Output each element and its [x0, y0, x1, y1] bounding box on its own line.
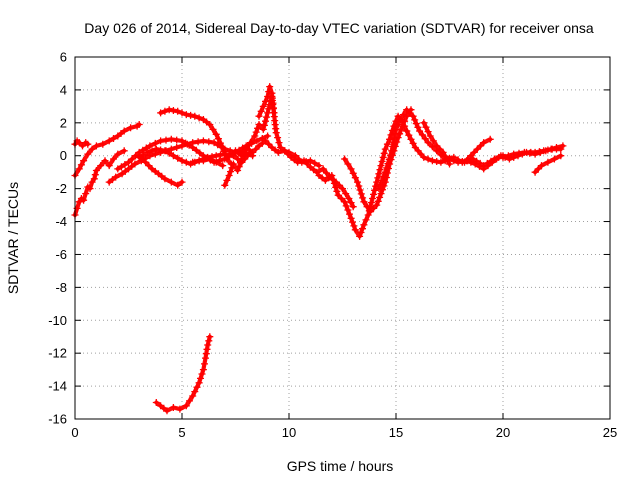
series-markers — [157, 106, 235, 168]
y-tick-label: 2 — [60, 115, 67, 130]
series-markers — [499, 142, 567, 161]
series-arc-19 — [499, 142, 567, 161]
plus-marker — [135, 152, 186, 189]
plus-marker — [531, 152, 565, 176]
plus-marker — [461, 135, 494, 166]
series-markers — [189, 155, 227, 170]
series-arc-2 — [71, 121, 143, 179]
plus-marker — [315, 112, 411, 240]
y-tick-label: -8 — [55, 280, 67, 295]
series-arc-9 — [189, 155, 227, 170]
y-tick-label: -10 — [48, 313, 67, 328]
plus-marker — [499, 142, 567, 161]
series-arc-7 — [135, 152, 186, 189]
x-tick-label: 0 — [71, 425, 78, 440]
y-tick-label: -6 — [55, 247, 67, 262]
y-tick-label: -4 — [55, 214, 67, 229]
x-tick-label: 15 — [389, 425, 403, 440]
y-axis-label: SDTVAR / TECUs — [5, 182, 21, 294]
y-tick-label: -16 — [48, 412, 67, 427]
plot-area-border — [74, 56, 611, 420]
y-tick-label: -14 — [48, 379, 67, 394]
series-markers — [531, 152, 565, 176]
plus-marker — [152, 333, 214, 415]
x-tick-label: 10 — [282, 425, 296, 440]
y-tick-label: 0 — [60, 148, 67, 163]
series-arc-11 — [255, 83, 278, 120]
series-markers — [135, 152, 186, 189]
series-arc-8 — [157, 106, 235, 168]
series-arc-13 — [315, 112, 411, 240]
series-arc-17 — [420, 119, 453, 168]
series-markers — [255, 83, 278, 120]
series-arc-3 — [71, 147, 128, 219]
y-tick-label: -12 — [48, 346, 67, 361]
series-markers — [71, 147, 128, 219]
grid-lines — [75, 57, 610, 419]
series-arc-18 — [461, 135, 494, 166]
series-arc-21 — [152, 333, 214, 415]
series-markers — [420, 119, 453, 168]
plus-marker — [255, 83, 278, 120]
series-markers — [315, 112, 411, 240]
series-markers — [71, 121, 143, 179]
plus-marker — [157, 106, 235, 168]
chart-title: Day 026 of 2014, Sidereal Day-to-day VTE… — [84, 20, 594, 36]
y-tick-label: -2 — [55, 181, 67, 196]
series-markers — [461, 135, 494, 166]
series-arc-12 — [232, 137, 357, 211]
x-tick-label: 20 — [496, 425, 510, 440]
plus-marker — [71, 147, 128, 219]
plus-marker — [71, 121, 143, 179]
x-axis-label: GPS time / hours — [287, 458, 394, 474]
series-layer — [71, 83, 567, 415]
x-tick-label: 25 — [603, 425, 617, 440]
series-arc-20 — [531, 152, 565, 176]
y-tick-label: 4 — [60, 82, 67, 97]
x-tick-label: 5 — [178, 425, 185, 440]
y-tick-label: 6 — [60, 50, 67, 65]
series-markers — [152, 333, 214, 415]
series-arc-1 — [71, 137, 92, 150]
plus-marker — [189, 155, 227, 170]
plus-marker — [420, 119, 453, 168]
